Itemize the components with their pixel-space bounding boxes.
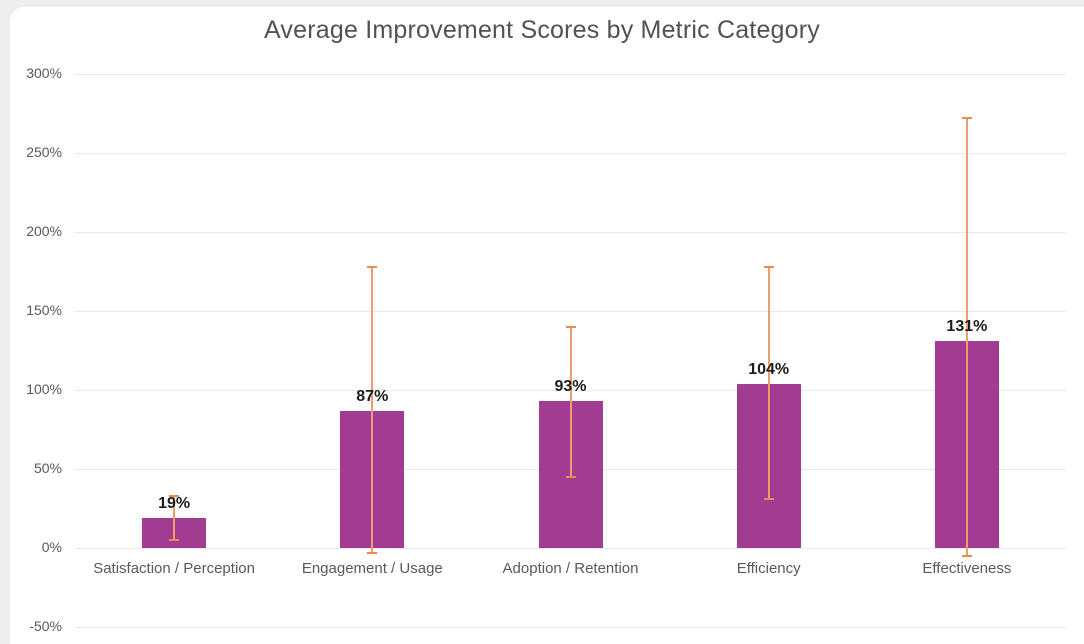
gridline: [75, 153, 1066, 154]
y-axis-tick-label: 300%: [26, 65, 62, 81]
y-axis-tick-label: 50%: [33, 460, 62, 476]
error-bar-cap: [961, 117, 972, 120]
error-bar-cap: [565, 475, 576, 478]
x-axis-category-label: Satisfaction / Perception: [93, 560, 255, 577]
y-axis-tick-label: 200%: [26, 223, 62, 239]
error-bar-line: [569, 326, 572, 477]
error-bar-line: [371, 266, 374, 553]
gridline: [75, 232, 1066, 233]
error-bar-cap: [763, 265, 774, 268]
error-bar-cap: [169, 494, 180, 497]
error-bar-cap: [763, 498, 774, 501]
bar-value-label: 19%: [158, 494, 191, 512]
y-axis-tick-label: 100%: [26, 381, 62, 397]
error-bar-line: [965, 118, 968, 556]
error-bar-cap: [367, 551, 378, 554]
x-axis-category-label: Efficiency: [736, 560, 801, 577]
gridline: [75, 311, 1066, 312]
bar-value-label: 104%: [748, 360, 790, 378]
x-axis-category-label: Effectiveness: [922, 560, 1012, 577]
error-bar-cap: [565, 325, 576, 328]
y-axis-tick-label: 0%: [41, 539, 62, 555]
gridline: [75, 627, 1066, 628]
bar-value-label: 131%: [946, 318, 988, 336]
y-axis-tick-label: -50%: [29, 618, 62, 634]
bar-value-label: 93%: [554, 378, 587, 396]
x-axis-category-label: Adoption / Retention: [502, 560, 639, 577]
error-bar-cap: [961, 554, 972, 557]
error-bar-line: [767, 266, 770, 499]
y-axis-tick-label: 150%: [26, 302, 62, 318]
error-bar-cap: [367, 265, 378, 268]
error-bar-cap: [169, 539, 180, 542]
chart-title: Average Improvement Scores by Metric Cat…: [264, 16, 820, 44]
error-bar-line: [173, 495, 176, 541]
y-axis-tick-label: 250%: [26, 144, 62, 160]
gridline: [75, 74, 1066, 75]
bar-value-label: 87%: [356, 387, 389, 405]
gridline: [75, 548, 1066, 549]
x-axis-category-label: Engagement / Usage: [301, 560, 443, 577]
